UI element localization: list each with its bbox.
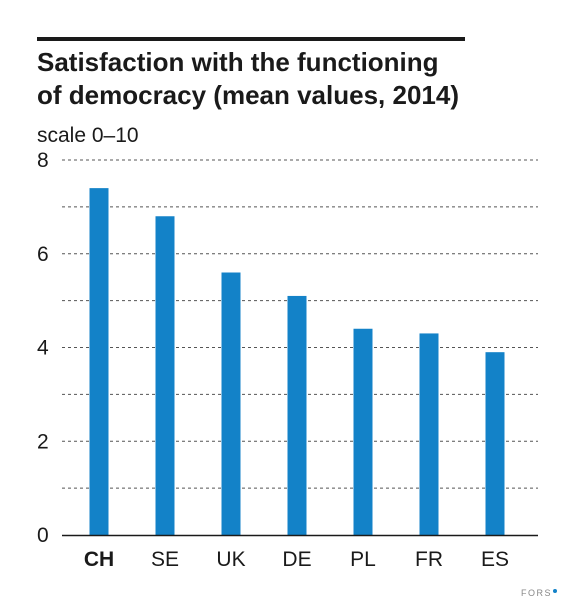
fors-logo-text: FORS	[520, 588, 552, 598]
bar-se	[155, 216, 175, 535]
bar-ch	[89, 188, 109, 535]
x-tick-label-es: ES	[481, 548, 509, 571]
x-tick-label-ch: CH	[84, 548, 114, 571]
x-tick-label-pl: PL	[350, 548, 376, 571]
fors-logo: FORS	[521, 588, 557, 598]
y-tick-label: 8	[37, 149, 49, 172]
x-tick-label-uk: UK	[216, 548, 245, 571]
chart-title-line-2: of democracy (mean values, 2014)	[37, 80, 459, 110]
fors-logo-dot	[553, 589, 557, 593]
y-tick-label: 4	[37, 337, 49, 360]
y-tick-label: 0	[37, 524, 49, 547]
chart-title-line-1: Satisfaction with the functioning	[37, 47, 439, 77]
x-tick-label-de: DE	[282, 548, 311, 571]
x-tick-label-se: SE	[151, 548, 179, 571]
chart-title: Satisfaction with the functioning of dem…	[37, 46, 537, 112]
y-tick-label: 6	[37, 243, 49, 266]
x-tick-label-fr: FR	[415, 548, 443, 571]
bar-pl	[353, 328, 373, 535]
y-tick-label: 2	[37, 430, 49, 453]
bar-de	[287, 295, 307, 535]
bar-es	[485, 352, 505, 535]
bar-fr	[419, 333, 439, 535]
title-rule	[37, 37, 465, 41]
bar-uk	[221, 272, 241, 535]
y-axis-scale-label: scale 0–10	[37, 124, 139, 147]
